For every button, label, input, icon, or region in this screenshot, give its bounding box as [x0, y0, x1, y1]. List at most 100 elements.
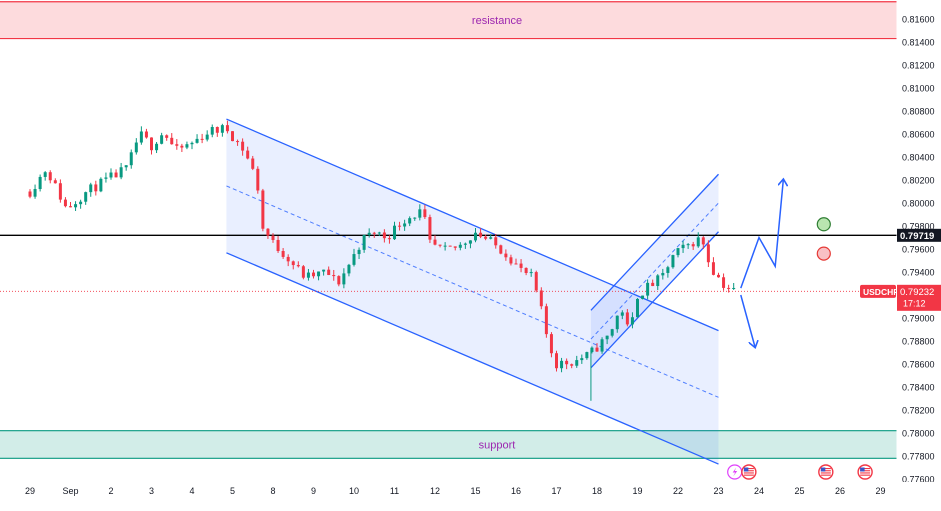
candle-body[interactable] — [560, 360, 564, 369]
candle-body[interactable] — [129, 152, 133, 166]
candle-body[interactable] — [610, 329, 614, 336]
support-zone[interactable] — [0, 430, 897, 459]
candle-body[interactable] — [544, 306, 548, 335]
candle-body[interactable] — [651, 282, 655, 287]
candle-body[interactable] — [220, 125, 224, 133]
candle-body[interactable] — [195, 138, 199, 143]
candle-body[interactable] — [600, 339, 604, 352]
candle-body[interactable] — [565, 360, 569, 365]
candle-body[interactable] — [519, 263, 523, 268]
candle-body[interactable] — [403, 223, 407, 227]
candle-body[interactable] — [362, 235, 366, 250]
candle-body[interactable] — [33, 189, 37, 197]
candle-body[interactable] — [200, 138, 204, 140]
candle-body[interactable] — [306, 272, 310, 278]
candle-body[interactable] — [605, 335, 609, 340]
candle-body[interactable] — [413, 217, 417, 219]
candle-body[interactable] — [84, 192, 88, 202]
candle-body[interactable] — [398, 225, 402, 227]
candle-body[interactable] — [74, 204, 78, 208]
candle-body[interactable] — [681, 244, 685, 249]
candle-body[interactable] — [570, 364, 574, 366]
candle-body[interactable] — [686, 244, 690, 246]
candle-body[interactable] — [58, 183, 62, 200]
candle-body[interactable] — [281, 251, 285, 257]
candle-body[interactable] — [509, 257, 513, 264]
resistance-zone[interactable] — [0, 1, 897, 39]
us-flag-icon[interactable] — [741, 464, 757, 480]
candle-body[interactable] — [438, 244, 442, 246]
candle-body[interactable] — [180, 145, 184, 148]
candle-body[interactable] — [448, 245, 452, 247]
candle-body[interactable] — [504, 253, 508, 258]
candle-body[interactable] — [124, 165, 128, 168]
candle-body[interactable] — [580, 358, 584, 361]
candle-body[interactable] — [382, 232, 386, 239]
ascending-channel-lower-line[interactable] — [590, 231, 719, 369]
candle-body[interactable] — [119, 167, 123, 178]
candle-body[interactable] — [256, 168, 260, 191]
candle-body[interactable] — [549, 334, 553, 354]
candle-body[interactable] — [499, 245, 503, 254]
candle-body[interactable] — [43, 172, 47, 177]
candle-body[interactable] — [620, 312, 624, 316]
ascending-channel-upper-line[interactable] — [590, 173, 719, 311]
symbol-label-box[interactable] — [860, 284, 896, 298]
candle-body[interactable] — [342, 273, 346, 285]
candle-body[interactable] — [671, 255, 675, 268]
candle-body[interactable] — [474, 232, 477, 241]
candle-body[interactable] — [271, 235, 275, 240]
candle-body[interactable] — [479, 232, 483, 237]
key-level-label-box[interactable] — [897, 228, 941, 242]
candle-body[interactable] — [352, 254, 356, 265]
candle-body[interactable] — [28, 191, 32, 197]
candle-body[interactable] — [215, 127, 219, 133]
candle-body[interactable] — [160, 135, 164, 144]
candle-body[interactable] — [109, 172, 113, 178]
candle-body[interactable] — [231, 131, 234, 142]
candle-body[interactable] — [190, 142, 194, 145]
scenario-arrow-down[interactable] — [740, 294, 755, 347]
us-flag-icon[interactable] — [857, 464, 873, 480]
candle-body[interactable] — [322, 269, 326, 272]
candle-body[interactable] — [387, 238, 391, 240]
us-flag-icon[interactable] — [818, 464, 834, 480]
candle-body[interactable] — [48, 172, 52, 181]
candle-body[interactable] — [453, 246, 457, 248]
candle-body[interactable] — [625, 312, 629, 325]
candle-body[interactable] — [63, 199, 67, 207]
candle-body[interactable] — [636, 298, 639, 318]
candle-body[interactable] — [291, 261, 295, 266]
candle-body[interactable] — [418, 209, 422, 218]
candle-body[interactable] — [666, 267, 670, 273]
candle-body[interactable] — [428, 217, 432, 240]
lightning-icon[interactable] — [727, 464, 743, 480]
candle-body[interactable] — [185, 144, 189, 148]
candle-body[interactable] — [296, 265, 300, 267]
candle-body[interactable] — [276, 239, 280, 252]
candle-body[interactable] — [727, 287, 731, 289]
candle-body[interactable] — [595, 347, 599, 352]
candle-body[interactable] — [433, 239, 437, 245]
candle-body[interactable] — [114, 172, 118, 178]
candle-body[interactable] — [144, 131, 148, 138]
candle-body[interactable] — [494, 237, 498, 246]
candle-body[interactable] — [38, 176, 42, 190]
candle-body[interactable] — [246, 150, 250, 159]
candle-body[interactable] — [717, 274, 720, 278]
candle-body[interactable] — [175, 144, 179, 146]
candle-body[interactable] — [661, 272, 665, 276]
candle-body[interactable] — [575, 360, 579, 366]
candle-body[interactable] — [139, 131, 143, 143]
candle-body[interactable] — [150, 137, 153, 151]
candle-body[interactable] — [514, 263, 518, 265]
candle-body[interactable] — [711, 262, 715, 275]
green-signal-marker[interactable] — [816, 217, 831, 232]
candle-body[interactable] — [89, 184, 93, 193]
candle-body[interactable] — [590, 347, 594, 353]
candle-body[interactable] — [205, 134, 209, 140]
candle-body[interactable] — [134, 142, 138, 153]
candle-body[interactable] — [165, 135, 169, 138]
candle-body[interactable] — [332, 275, 336, 277]
